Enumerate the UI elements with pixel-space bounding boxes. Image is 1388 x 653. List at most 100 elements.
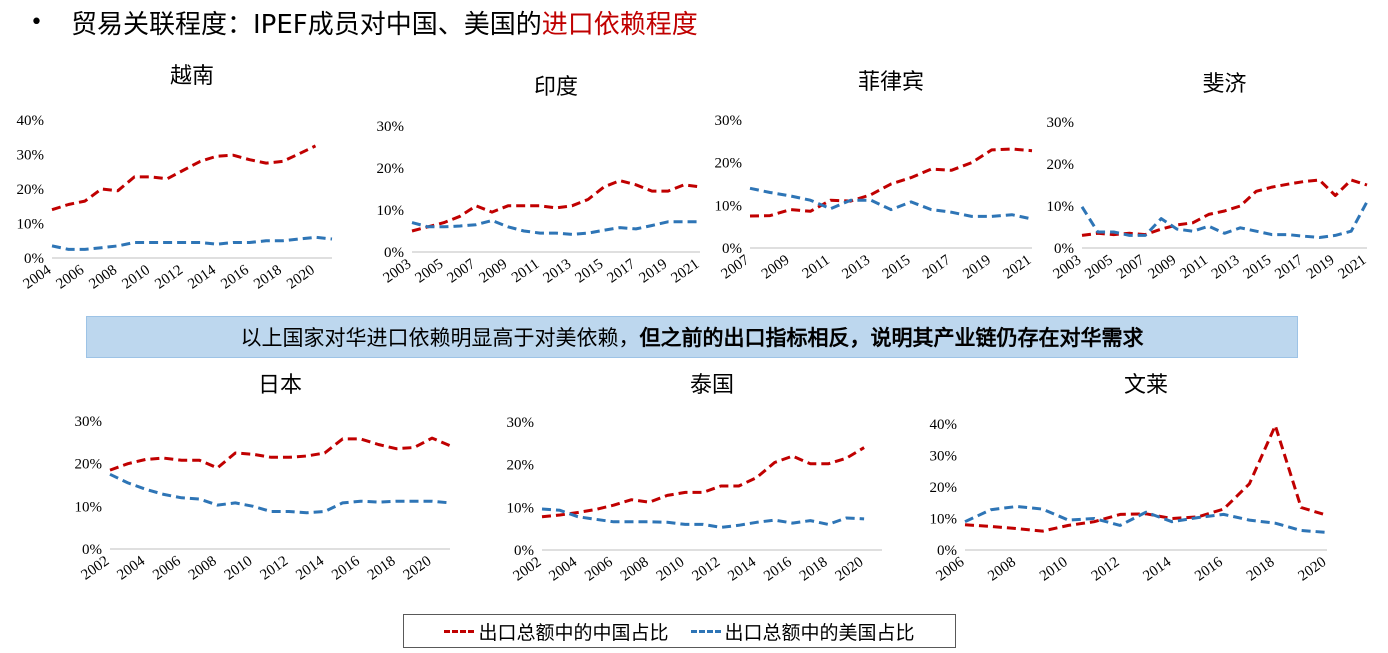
series-line-china xyxy=(541,446,865,519)
x-tick-label: 2015 xyxy=(573,256,607,286)
chart-brunei: 文莱 0% 10% 20% 30% 40% 2006 2008 2010 2012 2014 2016… xyxy=(905,368,1335,613)
chart-svg-vietnam: 越南0%10%20%30%40%2004 2006 2008 2010 2012 2014… xyxy=(17,64,333,293)
y-tick-label: 30% xyxy=(17,148,45,164)
bullet-icon: • xyxy=(30,9,43,35)
x-tick-label: 2008 xyxy=(618,554,652,584)
chart-thailand: 泰国 0% 10% 20% 30% 2002 2004 2006 2008 2010 2012 201… xyxy=(470,368,890,613)
x-tick-label: 2005 xyxy=(413,256,447,286)
chart-india: 印度 0% 10% 20% 30% 2003 2005 2007 2009 2011 2013 201… xyxy=(360,70,703,330)
y-tick-label: 30% xyxy=(507,415,535,431)
y-tick-label: 30% xyxy=(75,414,103,430)
y-tick-label: 0% xyxy=(24,251,44,267)
x-tick-label: 2013 xyxy=(839,252,873,282)
x-tick-label: 2021 xyxy=(1336,252,1370,282)
x-tick-label: 2017 xyxy=(605,256,639,287)
chart-philippines: 菲律宾 0% 10% 20% 30% 2007 2009 2011 2013 2015 2017 20… xyxy=(700,68,1035,330)
x-tick-label: 2012 xyxy=(152,262,186,292)
y-tick-label: 20% xyxy=(507,458,535,474)
y-tick-label: 40% xyxy=(17,113,45,129)
series-line-china xyxy=(109,436,451,472)
x-tick-label: 2014 xyxy=(185,262,219,293)
x-tick-label: 2012 xyxy=(689,554,723,584)
x-tick-label: 2008 xyxy=(985,554,1019,584)
legend-label-china: 出口总额中的中国占比 xyxy=(478,621,669,644)
chart-svg-india: 印度0%10%20%30%200320052007200920112013201… xyxy=(377,75,703,287)
y-tick-label: 30% xyxy=(377,119,405,135)
legend-item-us: 出口总额中的美国占比 xyxy=(690,618,915,645)
x-tick-label: 2004 xyxy=(546,554,580,585)
x-tick-label: 2010 xyxy=(119,262,153,292)
page-title: • 贸易关联程度：IPEF成员对中国、美国的 进口依赖程度 xyxy=(30,2,698,42)
x-tick-label: 2012 xyxy=(1089,554,1123,584)
legend-swatch-us xyxy=(690,629,721,633)
x-tick-label: 2006 xyxy=(582,554,616,585)
x-tick-label: 2020 xyxy=(284,262,318,292)
banner-bold-text: 但之前的出口指标相反，说明其产业链仍存在对华需求 xyxy=(639,326,1144,350)
legend: 出口总额中的中国占比 出口总额中的美国占比 xyxy=(403,614,956,648)
x-tick-label: 2018 xyxy=(251,262,285,292)
y-tick-label: 0% xyxy=(514,543,534,559)
x-tick-label: 2020 xyxy=(1296,554,1330,584)
y-tick-label: 10% xyxy=(75,499,103,515)
y-tick-label: 0% xyxy=(1054,241,1074,257)
x-tick-label: 2009 xyxy=(759,252,793,282)
x-tick-label: 2010 xyxy=(654,554,688,584)
x-tick-label: 2019 xyxy=(637,256,671,286)
title-accent: 进口依赖程度 xyxy=(541,9,698,40)
chart-fiji: 斐济 0% 10% 20% 30% 2003 2005 2007 2009 2011 2013 201… xyxy=(1030,70,1370,330)
x-tick-label: 2014 xyxy=(725,554,759,585)
legend-swatch-china xyxy=(444,629,475,633)
y-tick-label: 0% xyxy=(384,245,404,261)
chart-title: 菲律宾 xyxy=(858,70,924,95)
y-tick-label: 30% xyxy=(715,113,743,129)
x-tick-label: 2019 xyxy=(960,252,994,282)
chart-title: 印度 xyxy=(534,75,578,100)
x-tick-label: 2004 xyxy=(114,553,148,584)
y-tick-label: 10% xyxy=(715,198,743,214)
x-tick-label: 2007 xyxy=(1114,252,1148,283)
y-tick-label: 20% xyxy=(75,457,103,473)
y-tick-label: 40% xyxy=(930,417,958,433)
x-tick-label: 2011 xyxy=(1178,252,1211,282)
banner-text: 以上国家对华进口依赖明显高于对美依赖， xyxy=(240,326,640,350)
x-tick-label: 2013 xyxy=(1209,252,1243,282)
chart-svg-fiji: 斐济0%10%20%30%200320052007200920112013201… xyxy=(1047,72,1370,283)
chart-vietnam: 越南 0% 10% 20% 30% 40% 2004 2006 2008 2010 2012 2014… xyxy=(0,58,335,328)
x-tick-label: 2010 xyxy=(1037,554,1071,584)
series-line-china xyxy=(411,179,701,233)
y-tick-label: 30% xyxy=(1047,115,1075,131)
conclusion-banner: 以上国家对华进口依赖明显高于对美依赖， 但之前的出口指标相反，说明其产业链仍存在对… xyxy=(86,316,1298,358)
series-line-china xyxy=(749,147,1033,218)
chart-japan: 日本 0% 10% 20% 30% 2002 2004 2006 2008 2010 2012 201… xyxy=(40,368,460,613)
x-tick-label: 2006 xyxy=(150,553,184,584)
x-tick-label: 2020 xyxy=(401,553,435,583)
y-tick-label: 20% xyxy=(17,182,45,198)
series-line-china xyxy=(51,144,317,212)
title-main: 贸易关联程度：IPEF成员对中国、美国的 xyxy=(70,9,542,40)
x-tick-label: 2015 xyxy=(880,252,914,282)
series-line-us xyxy=(1080,201,1369,239)
chart-svg-brunei: 文莱0%10%20%30%40%2006 2008 2010 2012 2014 2016… xyxy=(930,373,1330,584)
series-line-us xyxy=(749,186,1033,221)
x-tick-label: 2011 xyxy=(509,256,542,286)
y-tick-label: 20% xyxy=(715,156,743,172)
y-tick-label: 20% xyxy=(1047,157,1075,173)
y-tick-label: 10% xyxy=(930,512,958,528)
series-line-us xyxy=(51,235,333,251)
chart-svg-japan: 日本0%10%20%30%2002 2004 2006 2008 2010 2012 201… xyxy=(75,373,451,584)
series-line-us xyxy=(411,219,700,236)
y-tick-label: 0% xyxy=(722,241,742,257)
series-line-china xyxy=(1081,178,1368,237)
x-tick-label: 2008 xyxy=(86,262,120,292)
x-tick-label: 2009 xyxy=(1146,252,1180,282)
x-tick-label: 2012 xyxy=(257,553,291,583)
chart-title: 日本 xyxy=(258,373,302,398)
series-line-us xyxy=(109,472,451,515)
x-tick-label: 2020 xyxy=(833,554,867,584)
chart-title: 斐济 xyxy=(1202,72,1246,97)
x-tick-label: 2017 xyxy=(1272,252,1306,283)
x-tick-label: 2014 xyxy=(293,553,327,584)
chart-title: 文莱 xyxy=(1124,373,1168,398)
y-tick-label: 30% xyxy=(930,449,958,465)
